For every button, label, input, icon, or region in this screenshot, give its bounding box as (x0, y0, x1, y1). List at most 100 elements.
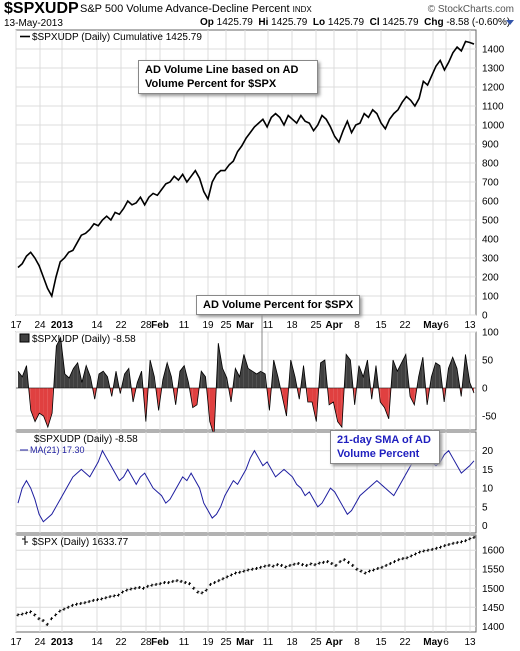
x-tick-label: 18 (286, 320, 298, 331)
ad-percent-area (256, 371, 261, 388)
x-tick-label: 11 (179, 320, 190, 331)
ad-percent-area (337, 388, 342, 428)
x-tick-label: 22 (115, 637, 127, 648)
ad-percent-area (329, 388, 334, 405)
x-tick-label: May (423, 637, 443, 648)
ad-percent-area (86, 365, 91, 388)
y-tick-label: 1300 (482, 64, 505, 75)
x-tick-label: 19 (202, 637, 214, 648)
ad-percent-line (17, 336, 475, 436)
y-tick-label: 20 (482, 446, 494, 457)
annotation-sma: 21-day SMA of AD Volume Percent (330, 430, 440, 464)
x-tick-label: 11 (179, 637, 190, 648)
close-value: 1425.79 (382, 17, 419, 28)
y-tick-label: 100 (482, 328, 499, 339)
ad-percent-area (60, 337, 65, 388)
y-tick-label: 800 (482, 159, 499, 170)
x-tick-label: Mar (236, 320, 254, 331)
ad-percent-area (98, 371, 104, 388)
ad-percent-area (22, 365, 27, 388)
y-tick-label: 5 (482, 502, 488, 513)
y-tick-label: 0 (482, 384, 488, 395)
low-label: Lo (312, 17, 326, 28)
y-tick-label: 100 (482, 292, 499, 303)
ad-percent-area (380, 388, 385, 408)
ad-percent-area (260, 371, 266, 388)
y-tick-label: 0 (482, 311, 488, 322)
x-tick-label: 28 (140, 320, 152, 331)
ad-percent-area (243, 354, 249, 388)
ad-percent-area (150, 360, 155, 388)
exchange-label: INDX (292, 5, 312, 14)
x-tick-label: 22 (399, 320, 411, 331)
annotation-ad-line: AD Volume Line based on AD Volume Percen… (138, 60, 318, 94)
ad-percent-area (452, 357, 457, 388)
open-label: Op (200, 17, 214, 28)
close-label: Cl (369, 17, 380, 28)
ad-percent-area (209, 388, 215, 436)
y-tick-label: 900 (482, 140, 499, 151)
ad-percent-area (393, 360, 398, 388)
legend-label: $SPXUDP (Daily) -8.58 (34, 434, 138, 445)
x-tick-label: 2013 (51, 320, 74, 331)
chart-date: 13-May-2013 (4, 18, 63, 29)
ad-percent-area (73, 362, 78, 388)
y-tick-label: 1200 (482, 83, 505, 94)
ad-percent-area (30, 388, 36, 422)
x-tick-label: 6 (443, 637, 449, 648)
y-tick-label: 0 (482, 521, 488, 532)
x-tick-label: 24 (34, 320, 46, 331)
ad-percent-area (273, 360, 278, 388)
ad-percent-area (35, 388, 40, 422)
x-tick-label: 25 (310, 637, 322, 648)
ad-percent-area (320, 360, 325, 388)
ad-percent-area (401, 354, 406, 388)
y-tick-label: 700 (482, 178, 499, 189)
x-tick-label: 24 (34, 637, 46, 648)
ad-percent-area (239, 354, 244, 388)
x-tick-label: 14 (91, 637, 103, 648)
high-value: 1425.79 (271, 17, 308, 28)
x-tick-label: Apr (325, 320, 342, 331)
y-tick-label: 1400 (482, 622, 505, 633)
cumulative-line (17, 40, 475, 299)
ad-percent-area (69, 368, 74, 388)
ad-percent-area (167, 362, 172, 388)
x-tick-label: 8 (354, 637, 360, 648)
x-tick-label: 22 (399, 637, 411, 648)
x-tick-label: 19 (202, 320, 214, 331)
ad-percent-area (346, 354, 351, 388)
y-tick-label: 1600 (482, 546, 505, 557)
ad-percent-area (312, 388, 317, 422)
ad-percent-area (137, 371, 142, 388)
y-tick-label: 200 (482, 273, 499, 284)
x-tick-label: Feb (151, 320, 169, 331)
y-tick-label: 400 (482, 235, 499, 246)
ad-percent-area (448, 357, 453, 388)
legend-label: $SPX (Daily) 1633.77 (32, 537, 129, 548)
ad-percent-area (384, 388, 389, 419)
y-tick-label: 1450 (482, 603, 505, 614)
sma-line (17, 446, 475, 523)
x-tick-label: Apr (325, 637, 342, 648)
ad-percent-area (64, 374, 70, 388)
ad-percent-area (282, 388, 287, 416)
x-tick-label: 6 (443, 320, 449, 331)
y-tick-label: 1400 (482, 45, 505, 56)
legend-label: $SPXUDP (Daily) Cumulative 1425.79 (32, 32, 202, 43)
x-tick-label: 13 (464, 320, 476, 331)
ad-percent-area (39, 388, 44, 416)
low-value: 1425.79 (327, 17, 365, 28)
x-tick-label: Mar (236, 637, 254, 648)
x-tick-label: 11 (263, 320, 274, 331)
y-tick-label: 500 (482, 216, 499, 227)
panel-frame (15, 534, 477, 633)
ad-percent-area (218, 343, 223, 388)
ad-percent-area (435, 362, 440, 388)
chart-description: S&P 500 Volume Advance-Decline Percent I… (80, 3, 312, 15)
ad-percent-area (192, 388, 197, 408)
x-tick-label: 13 (464, 637, 476, 648)
y-tick-label: 1500 (482, 584, 505, 595)
ad-percent-area (179, 365, 185, 388)
